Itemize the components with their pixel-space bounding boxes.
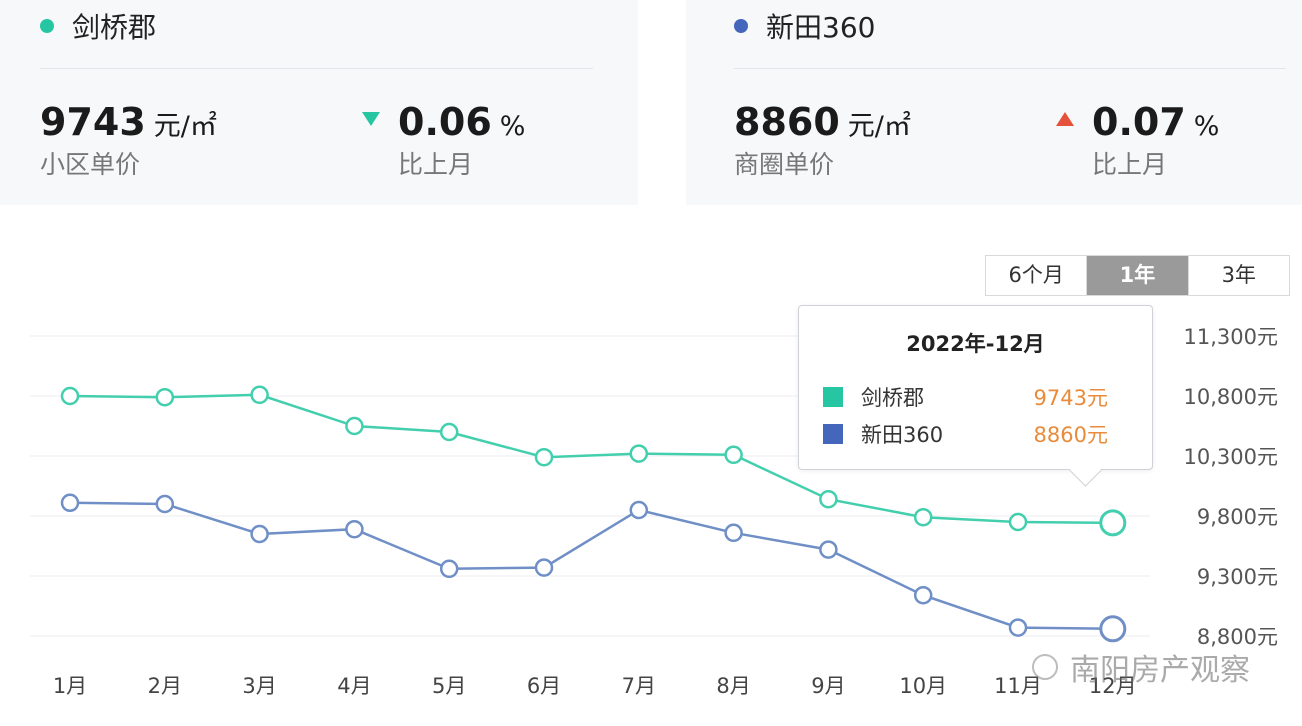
tab-6-months[interactable]: 6个月 [1008, 263, 1064, 287]
watermark: 南阳房产观察 [1032, 653, 1250, 688]
y-tick-label: 10,800元 [1184, 385, 1278, 409]
watermark-text: 南阳房产观察 [1070, 653, 1250, 688]
data-point [60, 386, 80, 406]
series-line [69, 501, 1113, 631]
time-range-selector: 6个月 1年 3年 [985, 255, 1290, 296]
change-label: 比上月 [1092, 150, 1168, 179]
tooltip-series-name: 剑桥郡 [861, 386, 924, 410]
tooltip-series-name: 新田360 [861, 423, 944, 447]
price-label: 小区单价 [40, 150, 141, 179]
data-point [155, 387, 175, 407]
tab-1-year[interactable]: 1年 [1086, 256, 1188, 295]
change-value: 0.07 [1092, 100, 1186, 144]
y-tick-label: 8,800元 [1197, 625, 1278, 649]
district-price: 8860 元/㎡ [734, 100, 911, 144]
x-tick-label: 9月 [811, 674, 845, 698]
data-point [629, 444, 649, 463]
price-value: 9743 [40, 100, 146, 144]
data-point [155, 494, 175, 514]
district-change: 0.07% [1056, 100, 1219, 144]
district-name: 新田360 [766, 11, 876, 44]
x-tick-label: 7月 [622, 674, 656, 698]
price-value: 8860 [734, 100, 840, 144]
data-point [819, 489, 838, 509]
card-header: 新田360 [734, 6, 875, 46]
tooltip-title: 2022年-12月 [906, 332, 1045, 356]
series-line [69, 393, 1113, 525]
data-point [1099, 615, 1127, 643]
y-tick-label: 9,300元 [1197, 565, 1278, 589]
change-label: 比上月 [398, 150, 474, 179]
data-point [439, 422, 459, 442]
price-label: 商圈单价 [734, 150, 835, 179]
x-tick-label: 8月 [716, 674, 750, 698]
legend-swatch-icon [823, 424, 843, 444]
tooltip-series-value: 9743元 [1033, 386, 1108, 410]
data-point [250, 524, 269, 544]
x-tick-label: 1月 [53, 674, 87, 698]
data-point [1008, 512, 1028, 532]
data-point [345, 519, 364, 539]
data-point [60, 493, 80, 513]
price-unit: 元/㎡ [847, 111, 911, 142]
data-point [250, 385, 269, 405]
wechat-icon [1032, 654, 1058, 680]
x-tick-label: 6月 [527, 674, 561, 698]
data-point [345, 416, 364, 436]
series-dot-icon [40, 19, 54, 33]
x-tick-label: 11月 [994, 674, 1042, 698]
tab-3-years[interactable]: 3年 [1187, 256, 1289, 295]
data-point [534, 447, 554, 467]
data-point [534, 558, 554, 577]
data-point [439, 559, 459, 579]
y-tick-label: 9,800元 [1197, 505, 1278, 529]
change-value: 0.06 [398, 100, 492, 144]
card-header: 剑桥郡 [40, 6, 156, 46]
community-change: 0.06% [362, 100, 525, 144]
data-point [629, 500, 649, 520]
tooltip-series-value: 8860元 [1033, 423, 1108, 447]
x-tick-label: 2月 [148, 674, 182, 698]
y-tick-label: 11,300元 [1184, 325, 1278, 349]
data-point [1008, 618, 1028, 637]
data-point [724, 445, 743, 465]
price-unit: 元/㎡ [153, 111, 217, 142]
down-arrow-icon [362, 111, 380, 126]
data-point [819, 540, 838, 559]
x-tick-label: 3月 [242, 674, 276, 698]
tooltip-row: 剑桥郡 9743元 [823, 382, 1108, 412]
x-tick-label: 12月 [1089, 674, 1137, 698]
y-tick-label: 10,300元 [1184, 445, 1278, 469]
chart-tooltip: 2022年-12月 剑桥郡 9743元 新田360 8860元 [798, 305, 1153, 487]
community-name: 剑桥郡 [72, 11, 157, 44]
summary-card-community: 剑桥郡 9743 元/㎡ 小区单价 0.06% 比上月 [0, 0, 638, 205]
legend-swatch-icon [823, 387, 843, 407]
data-point [913, 507, 933, 527]
data-point [1099, 509, 1127, 537]
x-tick-label: 5月 [432, 674, 466, 698]
change-unit: % [499, 111, 526, 142]
divider [40, 68, 593, 69]
data-point [913, 585, 933, 605]
up-arrow-icon [1056, 111, 1074, 126]
divider [734, 68, 1286, 69]
series-dot-icon [734, 19, 748, 33]
community-price: 9743 元/㎡ [40, 100, 217, 144]
summary-card-district: 新田360 8860 元/㎡ 商圈单价 0.07% 比上月 [686, 0, 1302, 205]
data-point [724, 523, 743, 543]
change-unit: % [1193, 111, 1220, 142]
x-tick-label: 10月 [899, 674, 947, 698]
tooltip-row: 新田360 8860元 [823, 419, 1108, 449]
x-tick-label: 4月 [337, 674, 371, 698]
